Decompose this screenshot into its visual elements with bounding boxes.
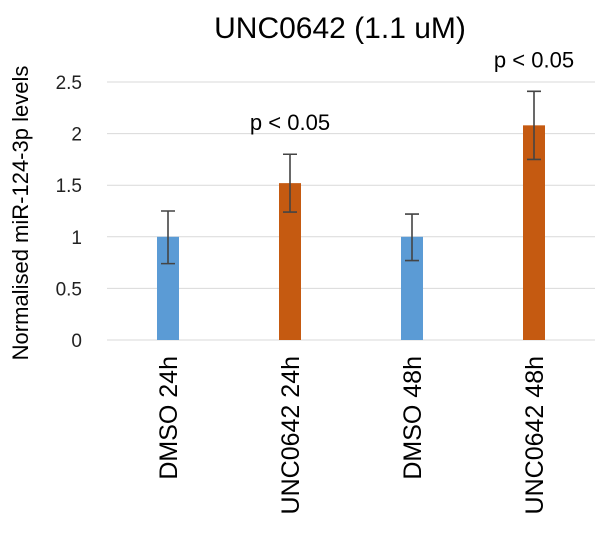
x-tick-label: DMSO 48h [399, 356, 427, 480]
y-tick-label: 0 [71, 331, 82, 352]
bar [523, 125, 545, 341]
y-axis-ticks: 0 0.5 1 1.5 2 2.5 [56, 73, 82, 352]
significance-annotation: p < 0.05 [494, 47, 574, 72]
y-tick-label: 1 [71, 228, 82, 249]
error-bar [405, 213, 419, 262]
x-tick-label: UNC0642 24h [277, 356, 305, 514]
error-bar [283, 153, 297, 213]
bar [157, 236, 179, 340]
significance-annotation: p < 0.05 [250, 110, 330, 135]
bars [157, 125, 545, 341]
bar [279, 183, 301, 340]
y-tick-label: 2.5 [56, 73, 82, 94]
x-axis-ticks: DMSO 24h UNC0642 24h DMSO 48h UNC0642 48h [155, 356, 549, 514]
x-tick-label: DMSO 24h [155, 356, 183, 480]
annotations: p < 0.05 p < 0.05 [250, 47, 574, 135]
gridlines [107, 81, 595, 341]
chart-title: UNC0642 (1.1 uM) [214, 12, 466, 45]
x-tick-label: UNC0642 48h [521, 356, 549, 514]
error-bar [527, 90, 541, 161]
error-bars [161, 90, 541, 265]
y-tick-label: 0.5 [56, 279, 82, 300]
error-bar [161, 210, 175, 265]
y-tick-label: 2 [71, 125, 82, 146]
bar [401, 236, 423, 340]
y-axis-label: Normalised miR-124-3p levels [8, 66, 33, 361]
y-tick-label: 1.5 [56, 176, 82, 197]
